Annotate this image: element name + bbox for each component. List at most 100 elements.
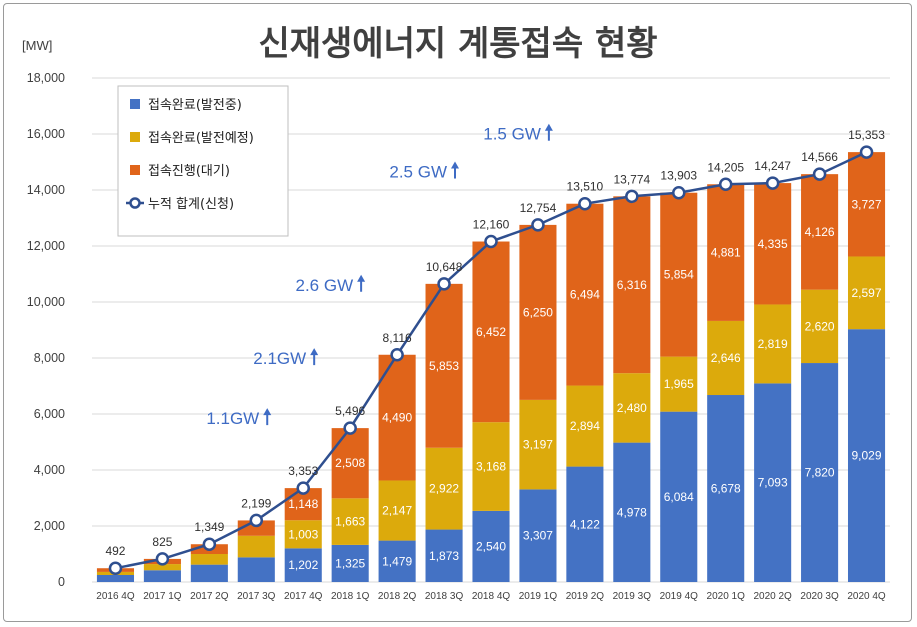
bar-segment	[847, 329, 886, 582]
bar-segment	[190, 554, 228, 565]
cumulative-point	[249, 513, 264, 528]
bar-data-label: 6,250	[523, 305, 553, 319]
legend: 접속완료(발전중) 접속완료(발전예정) 접속진행(대기) 누적 합계(신청)	[117, 85, 289, 237]
bar-data-label: 3,197	[523, 438, 553, 452]
bar-segment	[472, 510, 510, 582]
bar-data-label: 1,479	[382, 554, 412, 568]
bar-data-label: 1,663	[335, 515, 365, 529]
x-tick-label: 2018 2Q	[378, 591, 417, 602]
bar-data-label: 4,122	[570, 517, 600, 531]
cumulative-point	[202, 537, 217, 551]
bar-segment	[237, 557, 275, 582]
cumulative-point	[859, 145, 874, 159]
up-arrow-icon	[451, 161, 459, 169]
bar-segment	[613, 196, 651, 374]
bar-data-label: 3,307	[523, 529, 553, 543]
bar-data-label: 1,965	[664, 377, 694, 391]
cumulative-label: 8,116	[383, 331, 412, 345]
bar-data-label: 1,003	[288, 527, 318, 541]
bar-segment	[331, 498, 369, 545]
cumulative-point	[578, 196, 592, 211]
cumulative-label: 2,199	[241, 496, 271, 510]
legend-label: 누적 합계(신청)	[148, 197, 234, 212]
cumulative-label: 492	[105, 544, 125, 558]
bar-segment	[566, 203, 604, 386]
growth-annotation: 1.5 GW	[483, 125, 541, 144]
y-tick-label: 6,000	[34, 407, 65, 421]
bar-data-label: 6,316	[617, 278, 647, 292]
growth-annotation: 2.1GW	[253, 349, 306, 368]
y-tick-label: 14,000	[27, 183, 65, 197]
legend-box	[117, 85, 289, 237]
bar-segment	[847, 256, 886, 330]
bar-data-label: 6,494	[570, 288, 600, 302]
x-tick-label: 2020 4Q	[847, 591, 886, 602]
up-arrow-icon	[357, 274, 366, 282]
cumulative-point	[108, 561, 123, 575]
bar-data-label: 1,325	[335, 556, 365, 570]
bar-segment	[707, 395, 745, 582]
cumulative-point	[672, 185, 686, 200]
bar-data-label: 2,620	[805, 319, 835, 333]
bar-data-label: 2,922	[429, 482, 459, 496]
bar-data-label: 2,147	[382, 504, 412, 518]
bar-data-label: 2,597	[852, 286, 882, 300]
bar-segment	[707, 184, 745, 321]
legend-swatch	[130, 99, 140, 109]
bar-segment	[237, 535, 275, 558]
bar-segment	[801, 363, 839, 582]
bar-data-label: 1,148	[288, 497, 318, 511]
bar-data-label: 5,854	[664, 268, 694, 282]
bar-segment	[613, 442, 651, 582]
bar-data-label: 3,727	[852, 197, 882, 211]
cumulative-point	[155, 552, 170, 566]
up-arrow-icon	[263, 408, 272, 416]
bar-data-label: 3,168	[476, 460, 506, 474]
bar-data-label: 6,678	[711, 482, 741, 496]
x-tick-label: 2016 4Q	[96, 591, 135, 602]
bar-data-label: 4,881	[711, 246, 741, 260]
legend-swatch	[130, 132, 140, 142]
x-tick-label: 2019 1Q	[519, 591, 558, 602]
x-tick-label: 2018 3Q	[425, 591, 464, 602]
y-axis-unit: [MW]	[22, 38, 52, 53]
bar-data-label: 6,452	[476, 325, 506, 339]
bar-data-label: 1,202	[288, 558, 318, 572]
bar-segment	[519, 224, 557, 400]
bar-data-label: 4,978	[617, 505, 647, 519]
bar-segment	[847, 152, 886, 257]
bar-data-label: 4,126	[805, 225, 835, 239]
legend-label: 접속완료(발전중)	[148, 98, 242, 113]
x-tick-label: 2018 4Q	[472, 591, 511, 602]
bar-data-label: 4,335	[758, 237, 788, 251]
cumulative-point	[390, 348, 404, 362]
cumulative-point	[718, 177, 733, 192]
bar-segment	[660, 192, 698, 357]
bar-data-label: 5,853	[429, 359, 459, 373]
bar-segment	[566, 466, 604, 582]
cumulative-point	[531, 218, 545, 232]
bar-segment	[519, 489, 557, 582]
bar-segment	[143, 564, 181, 571]
y-tick-label: 18,000	[27, 71, 65, 85]
x-tick-label: 2019 2Q	[566, 591, 605, 602]
up-arrow-icon	[310, 348, 319, 356]
x-tick-label: 2017 3Q	[237, 591, 276, 602]
legend-swatch	[130, 165, 140, 175]
x-tick-label: 2019 3Q	[613, 591, 652, 602]
bar-segment	[425, 447, 463, 530]
chart-title: 신재생에너지 계통접속 현황	[258, 24, 657, 64]
bar-data-label: 1,873	[429, 549, 459, 563]
y-tick-label: 16,000	[27, 127, 65, 141]
bar-segment	[284, 520, 322, 549]
cumulative-point	[765, 176, 780, 190]
cumulative-point	[343, 421, 357, 435]
y-tick-label: 2,000	[34, 519, 65, 533]
legend-marker	[129, 197, 141, 209]
bar-segment	[425, 283, 463, 448]
bar-segment	[425, 529, 463, 582]
bar-data-label: 2,646	[711, 351, 741, 365]
cumulative-point	[625, 189, 639, 204]
bar-segment	[378, 480, 416, 541]
